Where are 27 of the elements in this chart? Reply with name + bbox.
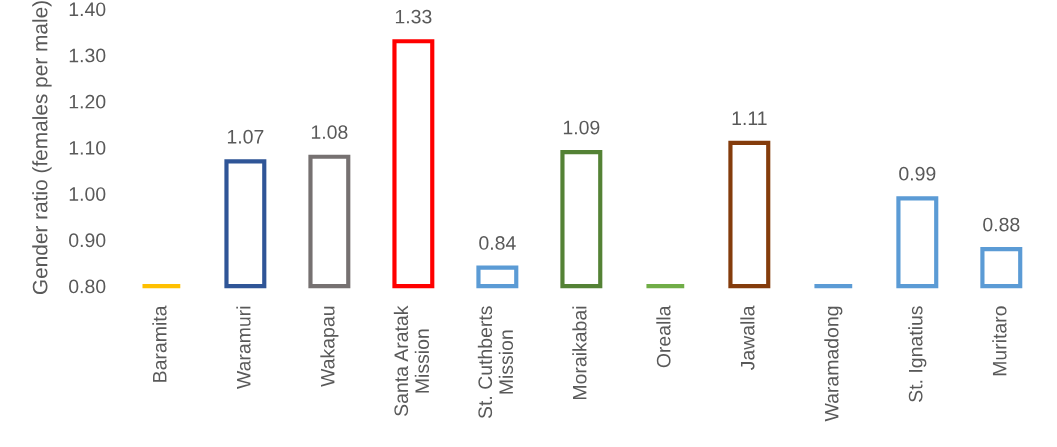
- data-label: 1.11: [732, 111, 767, 125]
- x-tick-label: Baramita: [152, 305, 167, 382]
- data-label: 1.33: [395, 9, 432, 24]
- data-label: 1.09: [563, 120, 600, 135]
- y-tick-label: 0.90: [69, 233, 106, 248]
- x-tick-label: Muritaro: [992, 306, 1007, 376]
- x-tick-label: Moraikabai: [572, 306, 587, 400]
- y-tick-label: 0.80: [69, 279, 106, 294]
- y-tick-label: 1.20: [69, 94, 106, 109]
- x-tick-label: St. Ignatius: [908, 306, 927, 402]
- y-tick-label: 1.00: [69, 187, 106, 201]
- data-label: 0.88: [983, 217, 1020, 232]
- data-label: 0.84: [479, 236, 516, 250]
- y-tick-label: 1.30: [69, 48, 106, 63]
- data-label: 0.99: [899, 166, 936, 181]
- x-tick-label: Orealla: [656, 305, 671, 368]
- y-tick-label: 1.10: [69, 140, 106, 155]
- x-tick-label: Jawalla: [740, 305, 755, 371]
- x-tick-label: Wakapau: [320, 306, 339, 387]
- y-tick-label: 1.40: [69, 2, 106, 17]
- x-tick-label: Waramadong: [824, 306, 843, 422]
- y-axis-title: Gender ratio (females per male): [32, 1, 52, 295]
- data-label: 1.07: [227, 129, 264, 144]
- x-tick-label: Waramuri: [236, 306, 251, 389]
- x-tick-label: St. Cuthberts Mission: [477, 306, 514, 419]
- data-label: 1.08: [311, 125, 348, 140]
- x-tick-label: Santa Aratak Mission: [393, 305, 430, 416]
